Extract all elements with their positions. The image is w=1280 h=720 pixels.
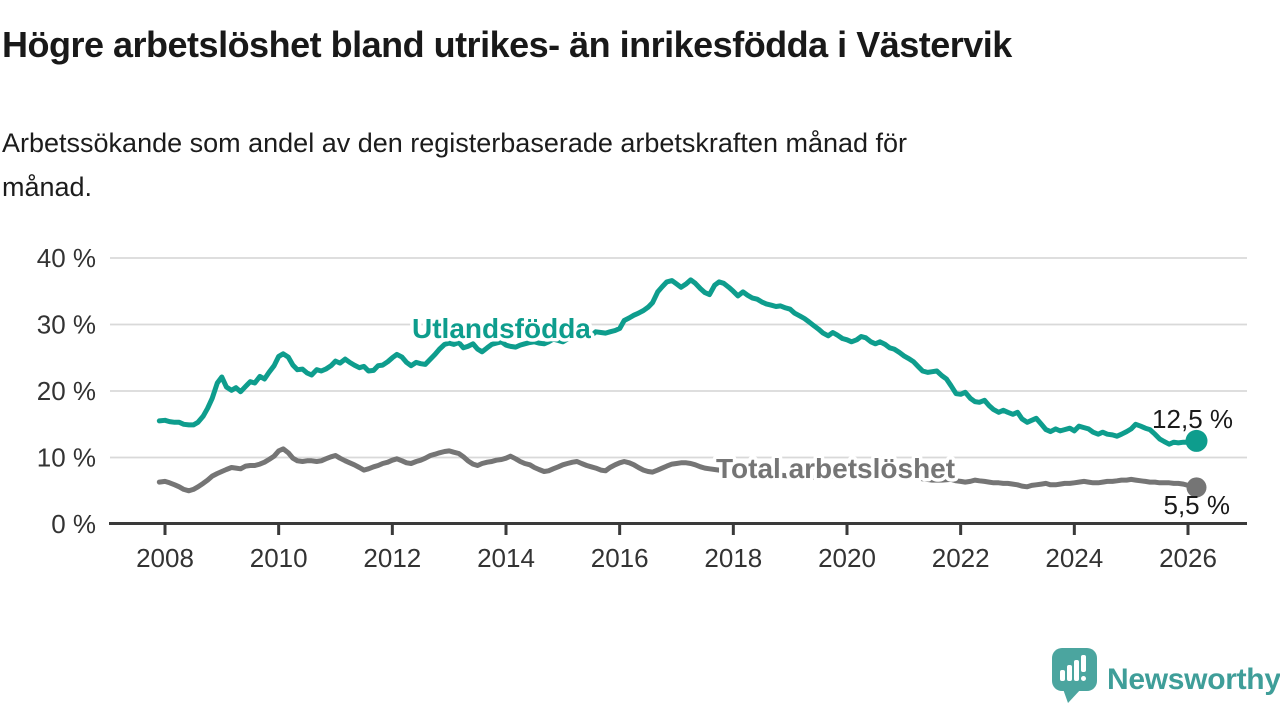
series-end-dot-total-arbetsloshet xyxy=(1186,477,1207,498)
series-line-utlandsfodda xyxy=(156,277,1199,447)
x-axis-ticks xyxy=(163,524,1190,535)
logo-bar-chart-icon xyxy=(1060,655,1086,681)
page-title: Högre arbetslöshet bland utrikes- än inr… xyxy=(2,24,1012,65)
y-tick-label-0: 0 % xyxy=(51,509,96,539)
x-tick-label-2016: 2016 xyxy=(591,543,649,573)
x-tick-label-2018: 2018 xyxy=(704,543,762,573)
series-label-utlandsfodda: Utlandsfödda xyxy=(412,313,591,344)
logo-brand-text: Newsworthy xyxy=(1107,663,1280,696)
y-tick-label-30: 30 % xyxy=(37,310,96,340)
series-label-total-arbetsloshet: Total arbetslöshet xyxy=(716,453,955,484)
x-tick-label-2008: 2008 xyxy=(136,543,194,573)
logo-bubble-tail xyxy=(1063,689,1081,703)
x-tick-label-2010: 2010 xyxy=(250,543,308,573)
x-tick-label-2024: 2024 xyxy=(1045,543,1103,573)
end-value-label-total-arbetsloshet: 5,5 % xyxy=(1164,490,1231,520)
y-tick-label-20: 20 % xyxy=(37,376,96,406)
page-subtitle: Arbetssökande som andel av den registerb… xyxy=(2,128,908,202)
y-tick-label-40: 40 % xyxy=(37,243,96,273)
y-axis-labels: 0 % 10 % 20 % 30 % 40 % xyxy=(37,243,96,539)
series-end-dot-utlandsfodda xyxy=(1185,429,1208,452)
end-value-label-utlandsfodda: 12,5 % xyxy=(1152,404,1233,434)
x-tick-label-2022: 2022 xyxy=(932,543,990,573)
newsworthy-logo-bubble-icon xyxy=(1052,648,1097,703)
series-line-total-arbetsloshet xyxy=(156,446,1199,494)
x-tick-label-2020: 2020 xyxy=(818,543,876,573)
newsworthy-logo: Newsworthy xyxy=(1052,648,1280,703)
x-tick-label-2012: 2012 xyxy=(363,543,421,573)
x-tick-label-2026: 2026 xyxy=(1159,543,1217,573)
gridlines xyxy=(110,257,1247,459)
y-tick-label-10: 10 % xyxy=(37,443,96,473)
x-tick-label-2014: 2014 xyxy=(477,543,535,573)
x-axis-labels: 2008 2010 2012 2014 2016 2018 2020 2022 2024 2026 xyxy=(136,543,1217,573)
